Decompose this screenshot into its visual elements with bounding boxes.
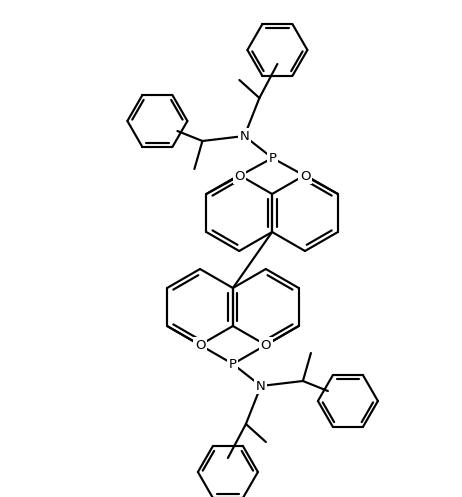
Text: O: O bbox=[261, 338, 271, 351]
Text: P: P bbox=[229, 357, 237, 370]
Text: O: O bbox=[195, 338, 205, 351]
Text: P: P bbox=[268, 152, 276, 165]
Text: O: O bbox=[300, 169, 310, 182]
Text: N: N bbox=[239, 130, 249, 143]
Text: O: O bbox=[234, 169, 244, 182]
Text: N: N bbox=[256, 380, 266, 393]
